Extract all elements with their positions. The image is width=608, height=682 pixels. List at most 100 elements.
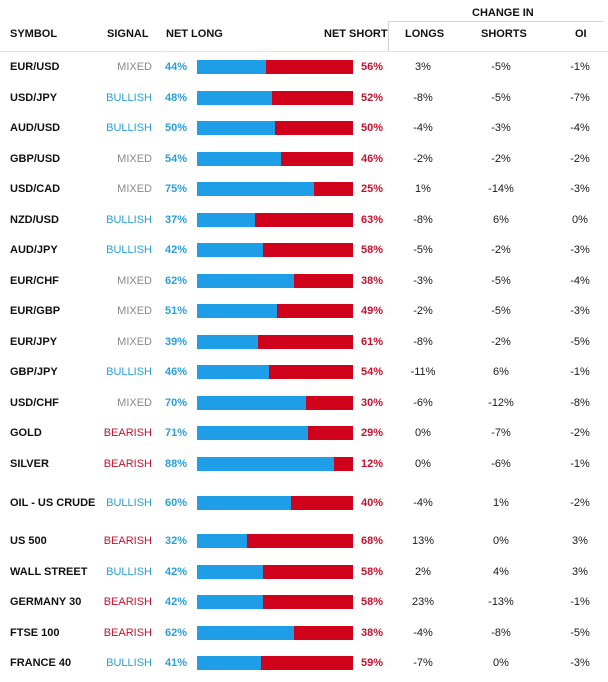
- row-change-shorts: -14%: [488, 183, 514, 196]
- table-row[interactable]: FTSE 100 BEARISH 62% 38% -4% -8% -5%: [0, 618, 608, 649]
- row-signal: BULLISH: [106, 657, 152, 670]
- net-short-bar: [197, 121, 353, 136]
- net-long-bar: [197, 151, 282, 166]
- row-net-short: 49%: [360, 305, 383, 318]
- row-change-longs: -5%: [413, 244, 433, 257]
- header-oi[interactable]: OI: [575, 28, 587, 40]
- net-long-bar: [197, 365, 269, 380]
- row-change-oi: -4%: [570, 122, 590, 135]
- row-symbol[interactable]: OIL - US CRUDE: [10, 496, 96, 509]
- row-symbol[interactable]: FTSE 100: [10, 626, 60, 639]
- row-symbol[interactable]: GOLD: [10, 427, 42, 440]
- row-net-long: 71%: [164, 427, 187, 440]
- row-signal: BULLISH: [106, 496, 152, 509]
- table-row[interactable]: EUR/CHF MIXED 62% 38% -3% -5% -4%: [0, 266, 608, 297]
- row-symbol[interactable]: GBP/USD: [10, 152, 61, 165]
- row-change-shorts: -12%: [488, 396, 514, 409]
- row-net-short: 63%: [360, 213, 383, 226]
- header-net-short[interactable]: NET SHORT: [324, 28, 388, 40]
- header-shorts[interactable]: SHORTS: [481, 28, 527, 40]
- row-net-long: 70%: [164, 396, 187, 409]
- row-change-longs: 0%: [415, 457, 431, 470]
- table-row[interactable]: GOLD BEARISH 71% 29% 0% -7% -2%: [0, 418, 608, 449]
- row-sentiment-bar: [197, 587, 353, 618]
- row-change-oi: -7%: [570, 91, 590, 104]
- header-longs[interactable]: LONGS: [405, 28, 445, 40]
- row-symbol[interactable]: US 500: [10, 535, 47, 548]
- table-row[interactable]: FRANCE 40 BULLISH 41% 59% -7% 0% -3%: [0, 648, 608, 679]
- row-sentiment-bar: [197, 83, 353, 114]
- table-row[interactable]: US 500 BEARISH 32% 68% 13% 0% 3%: [0, 526, 608, 557]
- row-symbol[interactable]: FRANCE 40: [10, 657, 72, 670]
- row-net-short: 54%: [360, 366, 383, 379]
- row-net-short: 50%: [360, 122, 383, 135]
- header-change-in: CHANGE IN: [472, 7, 534, 19]
- row-change-oi: -1%: [570, 596, 590, 609]
- row-net-short: 30%: [360, 396, 383, 409]
- table-row[interactable]: OIL - US CRUDE BULLISH 60% 40% -4% 1% -2%: [0, 479, 608, 526]
- table-row[interactable]: SILVER BEARISH 88% 12% 0% -6% -1%: [0, 449, 608, 480]
- row-symbol[interactable]: EUR/GBP: [10, 305, 61, 318]
- row-change-oi: 3%: [572, 535, 588, 548]
- row-signal: BEARISH: [103, 596, 152, 609]
- row-net-long: 42%: [164, 244, 187, 257]
- row-sentiment-bar: [197, 557, 353, 588]
- row-symbol[interactable]: NZD/USD: [10, 213, 59, 226]
- net-short-bar: [197, 456, 353, 471]
- table-row[interactable]: GBP/USD MIXED 54% 46% -2% -2% -2%: [0, 144, 608, 175]
- net-long-bar: [197, 595, 263, 610]
- row-change-oi: -5%: [570, 335, 590, 348]
- table-row[interactable]: GERMANY 30 BEARISH 42% 58% 23% -13% -1%: [0, 587, 608, 618]
- row-net-short: 58%: [360, 596, 383, 609]
- net-short-bar: [197, 495, 353, 510]
- row-symbol[interactable]: WALL STREET: [10, 565, 88, 578]
- row-net-short: 58%: [360, 244, 383, 257]
- row-symbol[interactable]: SILVER: [10, 457, 49, 470]
- table-row[interactable]: USD/CHF MIXED 70% 30% -6% -12% -8%: [0, 388, 608, 419]
- row-signal: BEARISH: [103, 535, 152, 548]
- header-signal[interactable]: SIGNAL: [107, 28, 149, 40]
- table-row[interactable]: NZD/USD BULLISH 37% 63% -8% 6% 0%: [0, 205, 608, 236]
- row-symbol[interactable]: AUD/JPY: [10, 244, 58, 257]
- row-symbol[interactable]: EUR/USD: [10, 61, 60, 74]
- table-row[interactable]: AUD/USD BULLISH 50% 50% -4% -3% -4%: [0, 113, 608, 144]
- row-symbol[interactable]: USD/CHF: [10, 396, 59, 409]
- table-row[interactable]: EUR/GBP MIXED 51% 49% -2% -5% -3%: [0, 296, 608, 327]
- row-sentiment-bar: [197, 479, 353, 526]
- column-divider: [388, 21, 389, 51]
- row-change-shorts: -6%: [491, 457, 511, 470]
- row-change-longs: -8%: [413, 335, 433, 348]
- row-signal: BULLISH: [106, 565, 152, 578]
- row-symbol[interactable]: GBP/JPY: [10, 366, 58, 379]
- row-symbol[interactable]: USD/JPY: [10, 91, 58, 104]
- row-symbol[interactable]: EUR/CHF: [10, 274, 59, 287]
- row-signal: MIXED: [117, 335, 152, 348]
- table-row[interactable]: USD/CAD MIXED 75% 25% 1% -14% -3%: [0, 174, 608, 205]
- row-change-longs: -8%: [413, 91, 433, 104]
- table-row[interactable]: EUR/USD MIXED 44% 56% 3% -5% -1%: [0, 52, 608, 83]
- table-row[interactable]: USD/JPY BULLISH 48% 52% -8% -5% -7%: [0, 83, 608, 114]
- row-change-oi: -2%: [570, 427, 590, 440]
- net-long-bar: [197, 60, 266, 75]
- row-symbol[interactable]: AUD/USD: [10, 122, 61, 135]
- row-change-shorts: 0%: [493, 657, 509, 670]
- net-short-bar: [197, 625, 353, 640]
- row-change-longs: -8%: [413, 213, 433, 226]
- row-symbol[interactable]: USD/CAD: [10, 183, 61, 196]
- table-row[interactable]: EUR/JPY MIXED 39% 61% -8% -2% -5%: [0, 327, 608, 358]
- table-row[interactable]: WALL STREET BULLISH 42% 58% 2% 4% 3%: [0, 557, 608, 588]
- row-symbol[interactable]: GERMANY 30: [10, 596, 82, 609]
- table-row[interactable]: AUD/JPY BULLISH 42% 58% -5% -2% -3%: [0, 235, 608, 266]
- row-sentiment-bar: [197, 418, 353, 449]
- header-net-long[interactable]: NET LONG: [166, 28, 223, 40]
- row-net-long: 46%: [164, 366, 187, 379]
- row-symbol[interactable]: EUR/JPY: [10, 335, 58, 348]
- net-long-bar: [197, 182, 314, 197]
- row-sentiment-bar: [197, 205, 353, 236]
- row-change-longs: -4%: [413, 496, 433, 509]
- row-signal: MIXED: [117, 152, 152, 165]
- net-short-bar: [197, 243, 353, 258]
- row-sentiment-bar: [197, 296, 353, 327]
- header-symbol[interactable]: SYMBOL: [10, 28, 58, 40]
- table-row[interactable]: GBP/JPY BULLISH 46% 54% -11% 6% -1%: [0, 357, 608, 388]
